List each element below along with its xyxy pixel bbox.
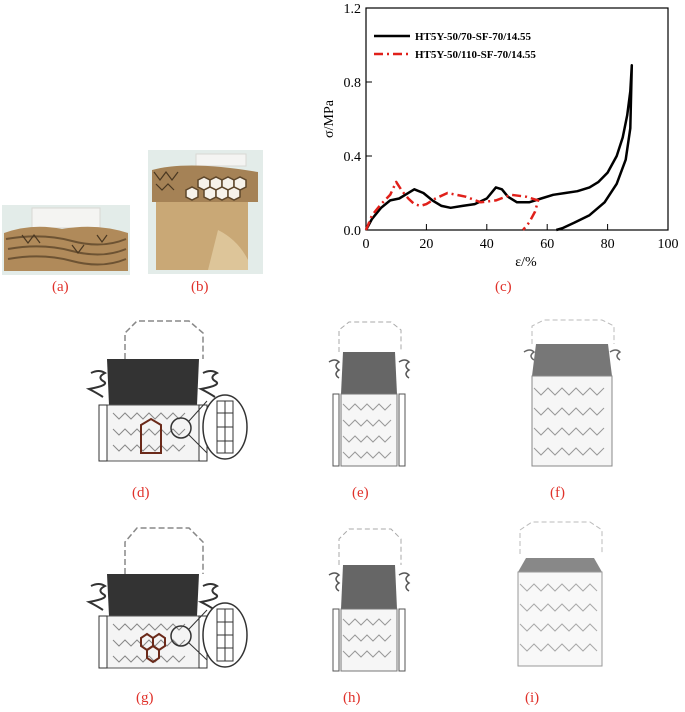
series-line-1 — [364, 64, 634, 232]
y-axis-label: σ/MPa — [322, 99, 337, 138]
schematic-g — [85, 527, 248, 669]
schematic-e — [328, 321, 411, 467]
label-i: (i) — [525, 690, 540, 706]
label-g: (g) — [136, 690, 154, 706]
x-axis-label: ε/% — [515, 255, 537, 270]
y-tick-label: 0.0 — [344, 224, 362, 239]
label-d: (d) — [132, 485, 150, 501]
chart-legend: HT5Y-50/70-SF-70/14.55 HT5Y-50/110-SF-70… — [374, 31, 536, 61]
y-tick-label: 0.4 — [344, 150, 362, 165]
x-tick-label: 20 — [419, 237, 433, 252]
label-b: (b) — [191, 279, 209, 295]
series-line-2 — [364, 180, 540, 231]
schematic-f — [523, 319, 622, 467]
x-tick-label: 80 — [601, 237, 615, 252]
x-tick-label: 40 — [480, 237, 494, 252]
schematic-d — [85, 320, 248, 462]
label-h: (h) — [343, 690, 361, 706]
chart-plot-frame — [365, 7, 669, 231]
photo-honeycomb-sample — [148, 150, 263, 274]
legend-series-2: HT5Y-50/110-SF-70/14.55 — [415, 49, 536, 61]
photo-crushed-sample — [2, 205, 130, 275]
y-tick-label: 1.2 — [344, 2, 362, 17]
schematic-h — [328, 528, 411, 672]
label-c: (c) — [495, 279, 512, 295]
schematic-i — [517, 521, 603, 667]
x-tick-label: 100 — [658, 237, 679, 252]
label-e: (e) — [352, 485, 369, 501]
label-f: (f) — [550, 485, 565, 501]
x-tick-label: 60 — [540, 237, 554, 252]
label-a: (a) — [52, 279, 69, 295]
stress-strain-chart: 0.0 0.4 0.8 1.2 0 20 40 60 80 100 ε/% σ/MPa HT5Y… — [322, 2, 679, 270]
x-tick-label: 0 — [363, 237, 370, 252]
y-tick-label: 0.8 — [344, 76, 362, 91]
legend-series-1: HT5Y-50/70-SF-70/14.55 — [415, 31, 532, 43]
